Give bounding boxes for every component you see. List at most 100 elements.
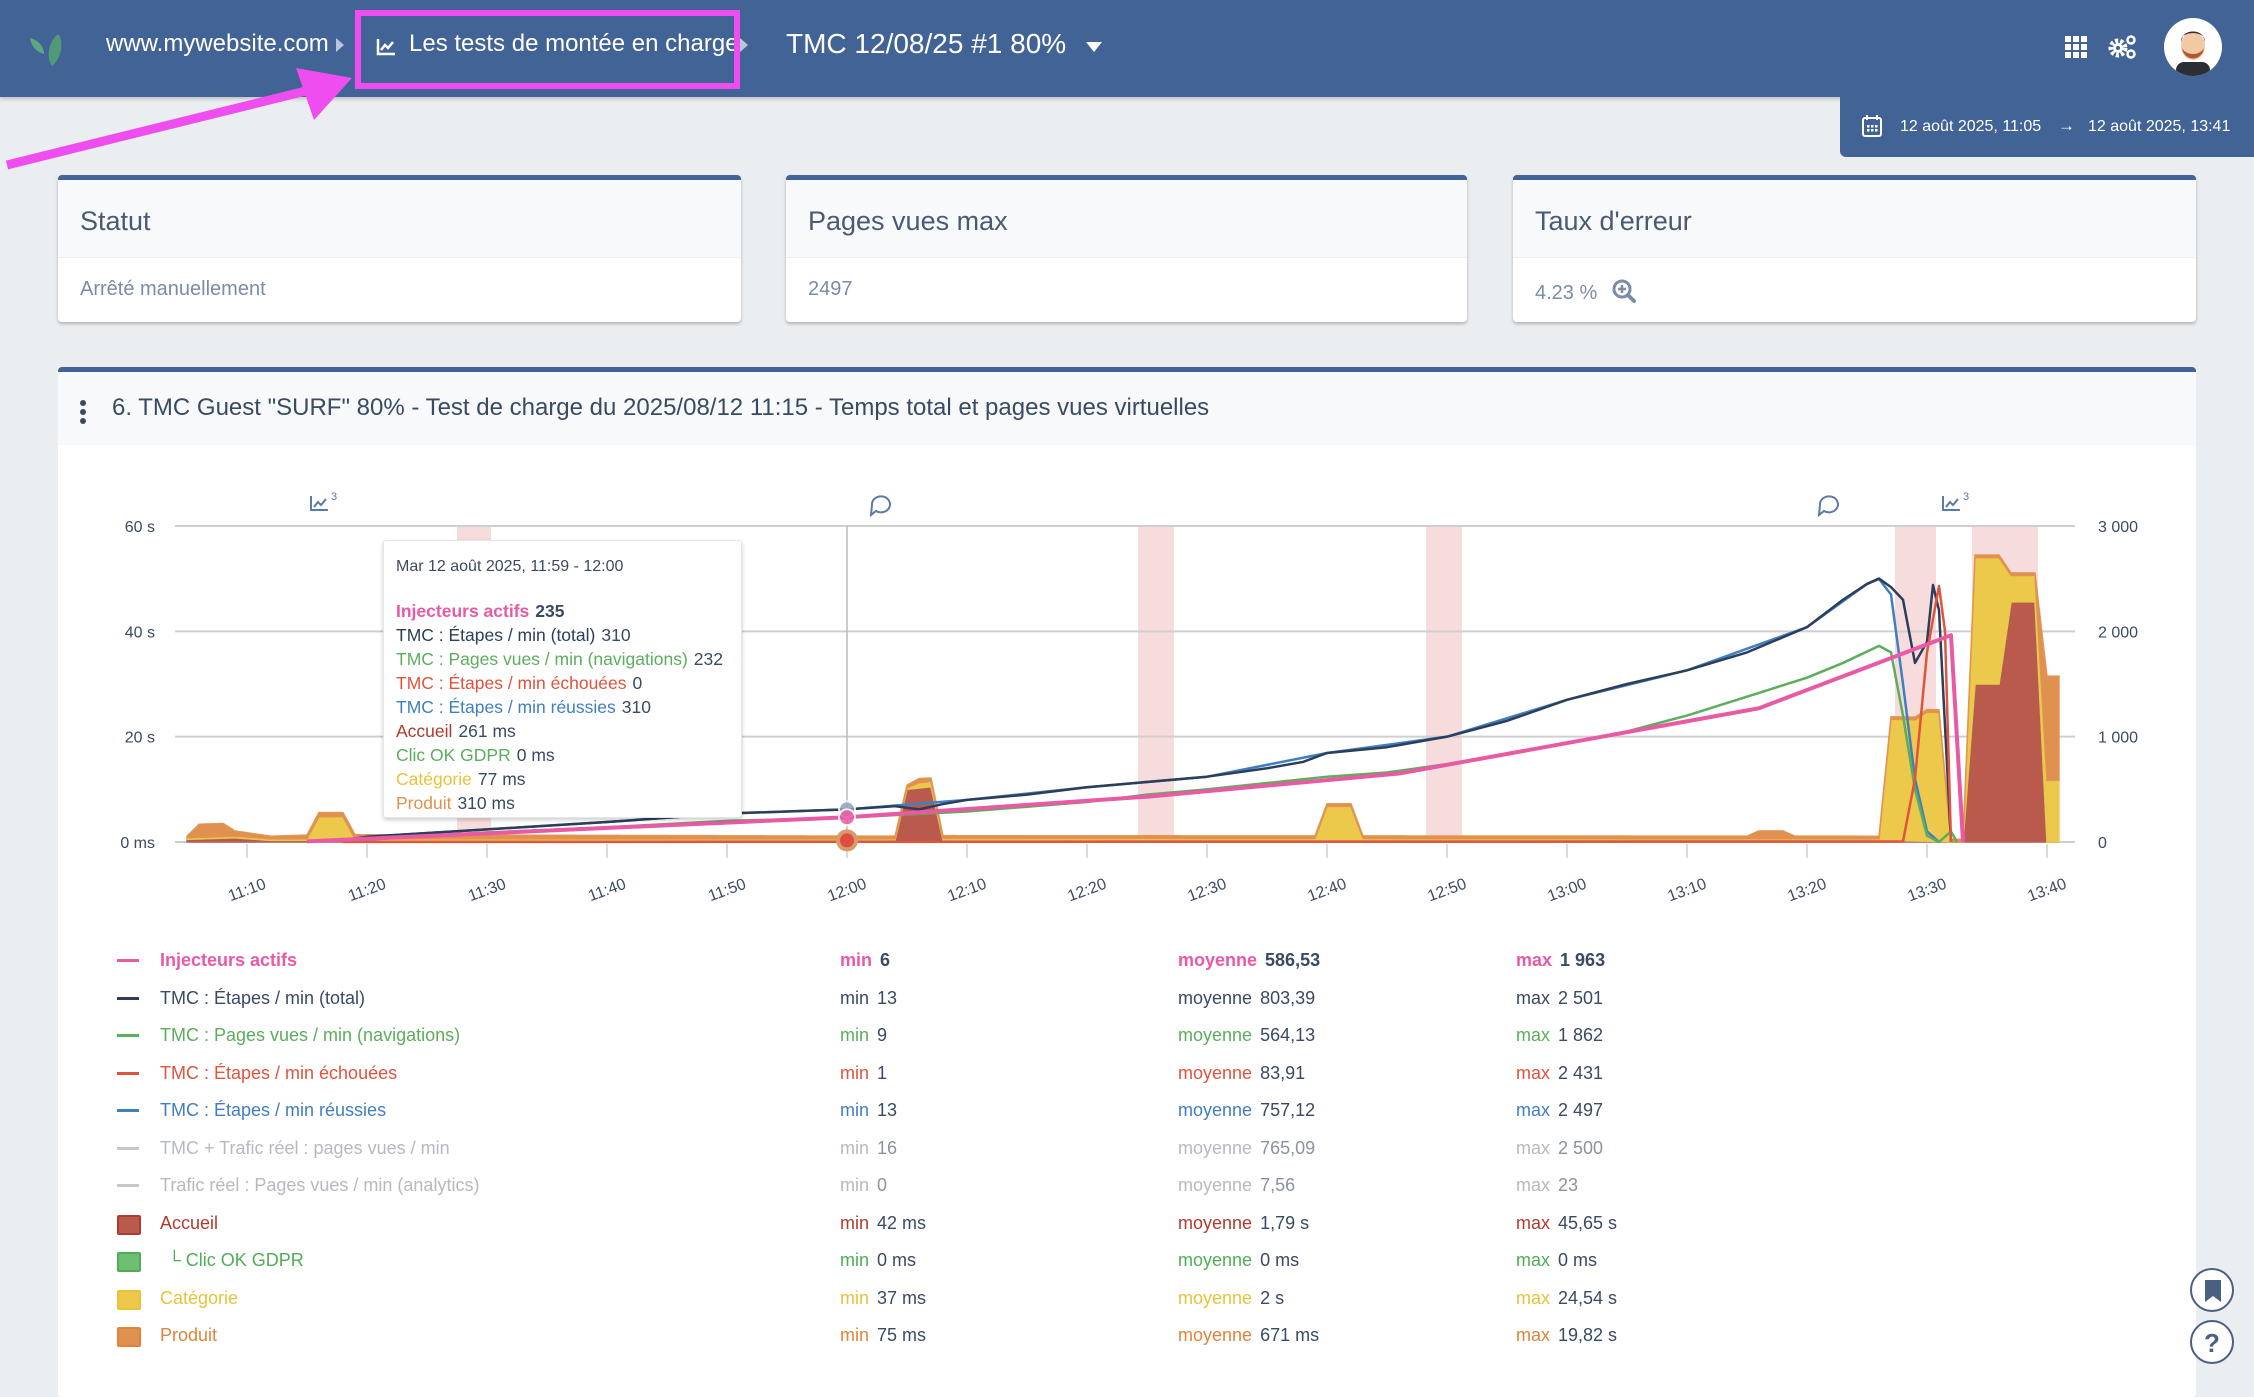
leaf-logo[interactable] <box>28 32 88 68</box>
min-value: 13 <box>877 987 898 1008</box>
legend-label: TMC : Étapes / min réussies <box>160 1100 387 1120</box>
min-value: 13 <box>877 1100 898 1120</box>
legend-avg: moyenne 0 ms <box>1178 1250 1299 1271</box>
min-value: 0 ms <box>877 1250 917 1270</box>
min-label: min <box>840 1175 870 1195</box>
legend-min: min 75 ms <box>840 1325 926 1346</box>
kebab-menu-icon[interactable] <box>80 400 86 427</box>
legend-label: Trafic réel : Pages vues / min (analytic… <box>160 1175 480 1195</box>
breadcrumb-separator <box>740 38 748 52</box>
chevron-down-icon[interactable] <box>1086 42 1102 52</box>
tooltip-row: Catégorie 77 ms <box>396 767 729 791</box>
min-label: min <box>840 987 870 1008</box>
chart-line-icon <box>310 496 328 511</box>
avg-value: 7,56 <box>1260 1175 1296 1195</box>
tooltip-row: Clic OK GDPR 0 ms <box>396 743 729 767</box>
card-title: Statut <box>58 180 741 258</box>
avg-label: moyenne <box>1178 1025 1253 1045</box>
y-left-tick-label: 60 s <box>125 519 155 536</box>
breadcrumb-site[interactable]: www.mywebsite.com <box>106 30 329 57</box>
legend-min: min 0 <box>840 1175 887 1196</box>
legend-max: max 1 963 <box>1516 950 1605 971</box>
x-tick-label: 13:30 <box>1905 876 1949 906</box>
avg-label: moyenne <box>1178 950 1258 970</box>
avatar[interactable] <box>2164 18 2222 76</box>
panel-title: 6. TMC Guest "SURF" 80% - Test de charge… <box>112 394 1210 421</box>
max-value: 1 963 <box>1560 950 1606 970</box>
max-label: max <box>1516 1025 1551 1045</box>
avg-value: 757,12 <box>1260 1100 1316 1120</box>
avg-label: moyenne <box>1178 1250 1253 1270</box>
zoom-in-icon[interactable] <box>1611 278 1637 304</box>
legend-label: TMC : Étapes / min (total) <box>160 987 366 1008</box>
tooltip-row: TMC : Étapes / min réussies 310 <box>396 695 729 719</box>
tooltip-row: Accueil 261 ms <box>396 719 729 743</box>
tooltip-label: TMC : Étapes / min échouées <box>396 673 627 693</box>
legend-avg: moyenne 803,39 <box>1178 988 1315 1009</box>
min-label: min <box>840 1062 870 1083</box>
legend-avg: moyenne 564,13 <box>1178 1025 1315 1046</box>
comment-icon <box>1817 495 1839 518</box>
max-value: 2 500 <box>1558 1137 1604 1158</box>
legend-max: max 2 431 <box>1516 1063 1603 1084</box>
x-tick-label: 12:40 <box>1305 876 1349 906</box>
legend-avg: moyenne 586,53 <box>1178 950 1320 971</box>
line-series <box>342 584 1953 844</box>
tooltip-value: 310 ms <box>457 793 515 813</box>
gears-icon[interactable] <box>2108 34 2138 60</box>
legend-line-marker <box>117 1146 139 1150</box>
min-value: 42 ms <box>877 1212 927 1233</box>
avg-label: moyenne <box>1178 1175 1253 1195</box>
min-label: min <box>840 1250 870 1270</box>
min-value: 9 <box>877 1025 888 1045</box>
legend-line-marker <box>117 959 139 962</box>
help-button[interactable]: ? <box>2190 1320 2234 1364</box>
legend-swatch <box>117 1289 141 1310</box>
tooltip-label: Clic OK GDPR <box>396 745 511 765</box>
tooltip-label: TMC : Pages vues / min (navigations) <box>396 649 688 669</box>
legend-max: max 2 497 <box>1516 1100 1603 1121</box>
tooltip-value: 261 ms <box>458 721 516 741</box>
bookmark-button[interactable] <box>2190 1268 2234 1312</box>
tooltip-value: 310 <box>621 697 651 717</box>
card-value: 2497 <box>808 278 853 300</box>
card-value: Arrêté manuellement <box>80 278 266 300</box>
card-status: Statut Arrêté manuellement <box>58 175 741 322</box>
tooltip-label: Accueil <box>396 721 453 741</box>
min-label: min <box>840 1025 870 1045</box>
test-selector[interactable]: TMC 12/08/25 #1 80% <box>786 28 1067 59</box>
legend-swatch <box>117 1327 141 1347</box>
tooltip-value: 232 <box>693 649 723 669</box>
card-title: Pages vues max <box>786 180 1467 258</box>
tooltip-value: 77 ms <box>477 769 526 789</box>
x-tick-label: 13:40 <box>2025 876 2069 906</box>
legend-label: TMC : Étapes / min échouées <box>160 1062 398 1083</box>
legend-line-marker <box>117 1071 139 1075</box>
avg-label: moyenne <box>1178 1212 1253 1233</box>
y-left-tick-label: 40 s <box>125 624 155 641</box>
avg-label: moyenne <box>1178 1287 1253 1308</box>
min-value: 0 <box>877 1175 888 1195</box>
hover-point <box>838 808 856 827</box>
max-value: 1 862 <box>1558 1025 1604 1045</box>
max-label: max <box>1516 1062 1551 1083</box>
avg-value: 586,53 <box>1265 950 1321 970</box>
max-value: 23 <box>1558 1175 1579 1195</box>
min-value: 75 ms <box>877 1325 927 1345</box>
avg-label: moyenne <box>1178 987 1253 1008</box>
marker-count: 3 <box>1963 491 1969 503</box>
tooltip-value: 235 <box>535 601 565 621</box>
date-range[interactable]: 12 août 2025, 11:05 → 12 août 2025, 13:4… <box>1840 97 2254 157</box>
bookmark-icon <box>2205 1280 2221 1302</box>
y-right-tick-label: 3 000 <box>2098 519 2138 536</box>
min-value: 16 <box>877 1137 898 1158</box>
date-end: 12 août 2025, 13:41 <box>2088 118 2231 135</box>
tooltip-label: Injecteurs actifs <box>396 601 530 621</box>
legend-line-marker <box>117 996 139 1000</box>
hover-point <box>836 829 858 852</box>
card-error-rate: Taux d'erreur 4.23 % <box>1513 175 2196 322</box>
grid-icon[interactable] <box>2065 36 2087 58</box>
legend-max: max 2 501 <box>1516 988 1603 1009</box>
highlight-band <box>1426 526 1462 842</box>
